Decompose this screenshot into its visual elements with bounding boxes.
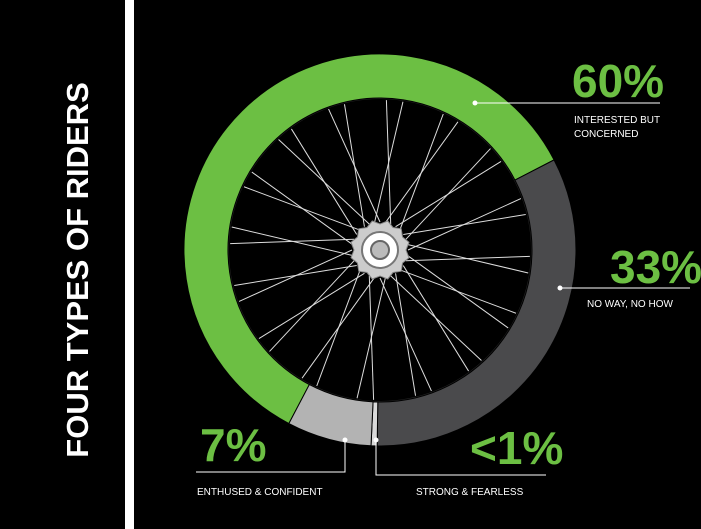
leader-dot: [557, 285, 563, 291]
value-label: <1%: [470, 422, 564, 474]
category-label: INTERESTED BUT CONCERNED: [574, 115, 660, 140]
spoke: [405, 255, 530, 262]
spoke: [230, 238, 355, 245]
slice: [183, 53, 555, 425]
leader-line: [196, 440, 346, 473]
spoke: [399, 269, 517, 314]
category-label: ENTHUSED & CONFIDENT: [197, 487, 323, 498]
category-label: STRONG & FEARLESS: [416, 487, 524, 498]
value-label: 33%: [610, 241, 701, 293]
chart-title: FOUR TYPES OF RIDERS: [60, 82, 95, 457]
leader-lines: [196, 102, 690, 476]
spoke: [243, 186, 361, 231]
category-label: NO WAY, NO HOW: [587, 299, 673, 310]
spoke: [405, 148, 491, 240]
spoke: [278, 139, 370, 225]
leader-dot: [342, 437, 348, 443]
spoke: [399, 113, 444, 231]
spoke: [390, 275, 482, 361]
spoke: [269, 260, 355, 352]
spoke: [374, 101, 404, 223]
divider: [125, 0, 134, 529]
spoke: [316, 269, 361, 387]
donut: [183, 53, 577, 447]
spoke: [368, 275, 375, 400]
wheel: [227, 97, 533, 403]
spoke: [238, 249, 353, 302]
leader-line: [375, 440, 546, 476]
leader-dot: [472, 100, 478, 106]
value-label: 7%: [200, 419, 267, 471]
value-label: 60%: [572, 55, 665, 107]
slice: [288, 383, 374, 447]
leader-dot: [373, 437, 379, 443]
hub-center: [370, 240, 390, 260]
spoke: [407, 198, 522, 251]
spoke: [379, 277, 432, 392]
spoke: [343, 104, 365, 227]
